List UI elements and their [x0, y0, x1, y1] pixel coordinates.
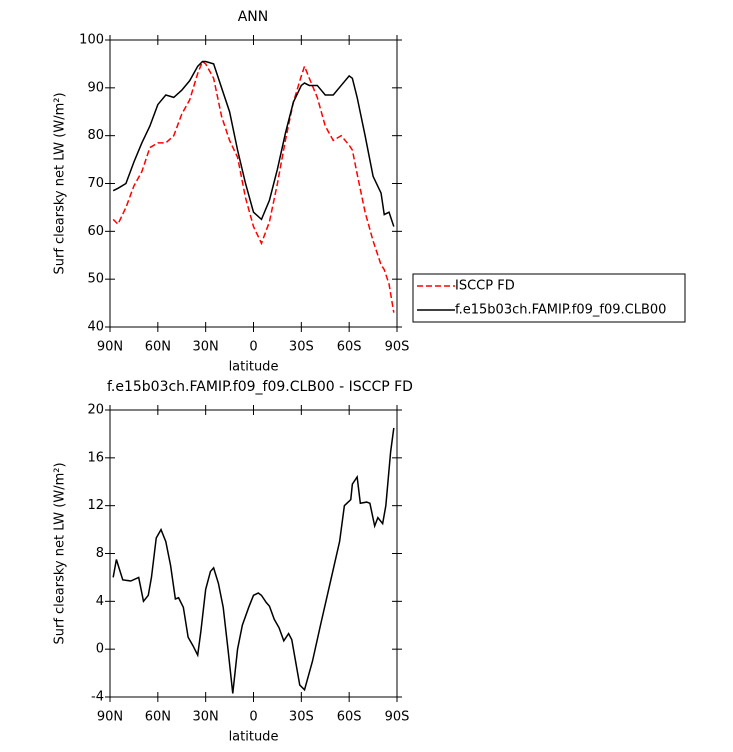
x-tick-label: 90N — [97, 710, 123, 725]
chart-title: f.e15b03ch.FAMIP.f09_f09.CLB00 - ISCCP F… — [107, 379, 413, 395]
x-tick-label: 90S — [385, 340, 410, 355]
x-tick-label: 0 — [249, 710, 257, 725]
legend-label: ISCCP FD — [455, 279, 515, 294]
y-axis-label: Surf clearsky net LW (W/m²) — [53, 92, 68, 274]
y-tick-label: 12 — [87, 498, 104, 513]
y-tick-label: -4 — [91, 690, 104, 705]
x-tick-label: 90N — [97, 340, 123, 355]
y-tick-label: 16 — [87, 450, 104, 465]
data-line — [112, 427, 395, 694]
y-tick-label: 20 — [87, 403, 104, 418]
x-tick-label: 30S — [289, 340, 314, 355]
x-tick-label: 30S — [289, 710, 314, 725]
data-line — [112, 60, 395, 227]
y-tick-label: 40 — [87, 320, 104, 335]
x-tick-label: 30N — [193, 340, 219, 355]
x-tick-label: 60S — [337, 340, 362, 355]
y-tick-label: 60 — [87, 224, 104, 239]
y-tick-label: 0 — [96, 642, 104, 657]
data-line — [112, 60, 395, 313]
y-tick-label: 8 — [96, 546, 104, 561]
x-tick-label: 0 — [249, 340, 257, 355]
y-tick-label: 70 — [87, 176, 104, 191]
y-tick-label: 90 — [87, 80, 104, 95]
legend-box — [412, 273, 686, 323]
x-tick-label: 60N — [145, 710, 171, 725]
x-axis-label: latitude — [229, 730, 279, 745]
x-tick-label: 30N — [193, 710, 219, 725]
plot-frame — [109, 409, 398, 698]
y-axis-label: Surf clearsky net LW (W/m²) — [53, 462, 68, 644]
x-tick-label: 60S — [337, 710, 362, 725]
y-tick-label: 50 — [87, 272, 104, 287]
x-axis-label: latitude — [229, 360, 279, 375]
y-tick-label: 80 — [87, 128, 104, 143]
y-tick-label: 100 — [79, 33, 104, 48]
chart-title: ANN — [238, 9, 269, 25]
x-tick-label: 60N — [145, 340, 171, 355]
legend-label: f.e15b03ch.FAMIP.f09_f09.CLB00 — [455, 303, 666, 318]
x-tick-label: 90S — [385, 710, 410, 725]
y-tick-label: 4 — [96, 594, 104, 609]
